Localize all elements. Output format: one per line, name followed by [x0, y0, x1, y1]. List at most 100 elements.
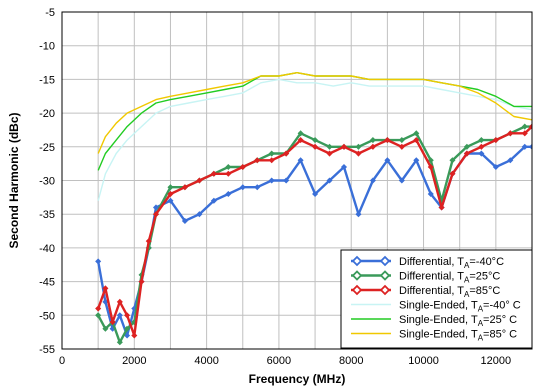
series-line — [97, 125, 533, 337]
y-tick-label: -15 — [39, 74, 55, 86]
data-point — [152, 204, 160, 211]
data-point — [225, 163, 232, 171]
y-tick-label: -55 — [39, 344, 55, 356]
legend-marker — [379, 270, 391, 281]
data-point — [492, 163, 499, 171]
data-point — [312, 190, 319, 198]
data-point — [254, 157, 261, 164]
data-point — [478, 137, 485, 144]
y-tick-label: -35 — [39, 209, 55, 221]
legend-label: Single-Ended, TA=-40° C — [399, 300, 521, 314]
legend-box — [340, 249, 533, 349]
data-point — [145, 238, 152, 245]
legend-marker — [379, 255, 391, 267]
data-point — [398, 137, 405, 144]
data-point — [355, 143, 362, 150]
data-point — [95, 305, 102, 312]
data-point — [116, 312, 123, 319]
data-point — [131, 332, 138, 339]
x-tick-label: 12000 — [481, 355, 512, 367]
data-point — [138, 278, 145, 285]
data-point — [384, 157, 391, 164]
data-point — [369, 137, 376, 144]
data-point — [268, 177, 275, 184]
data-point — [355, 150, 362, 157]
data-point — [297, 137, 304, 144]
data-point — [124, 325, 131, 332]
x-tick-label: 10000 — [408, 355, 439, 367]
data-point — [521, 130, 528, 137]
data-point — [369, 143, 376, 150]
data-point — [384, 137, 391, 144]
data-point — [283, 150, 290, 157]
data-point — [507, 130, 514, 137]
data-point — [167, 190, 174, 198]
data-point — [521, 143, 528, 150]
x-tick-label: 2000 — [122, 355, 146, 367]
data-point — [297, 157, 304, 164]
y-tick-label: -25 — [39, 142, 55, 154]
series-line — [97, 71, 533, 154]
data-point — [413, 137, 420, 144]
data-point — [283, 177, 290, 184]
data-point — [340, 143, 348, 150]
legend-label: Differential, TA=25°C — [399, 271, 500, 285]
y-axis-title: Second Harmonic (dBc) — [7, 112, 21, 248]
data-point — [124, 332, 131, 339]
data-point — [449, 157, 456, 164]
x-axis-title: Frequency (MHz) — [249, 372, 346, 386]
data-point — [181, 217, 188, 224]
data-point — [210, 170, 217, 177]
plot-border — [61, 11, 533, 350]
data-point — [463, 150, 470, 157]
x-tick-label: 4000 — [194, 355, 218, 367]
y-tick-label: -40 — [39, 243, 55, 255]
data-point — [326, 143, 333, 150]
data-point — [210, 197, 217, 204]
data-point — [102, 325, 109, 332]
data-point — [95, 258, 102, 265]
data-point — [312, 137, 319, 144]
data-point — [427, 163, 434, 171]
data-point — [152, 211, 160, 218]
x-tick-label: 0 — [59, 355, 65, 367]
legend-marker — [351, 284, 363, 296]
data-point — [355, 211, 362, 218]
data-point — [254, 184, 261, 191]
data-point — [478, 143, 485, 150]
data-point — [196, 177, 203, 184]
data-point — [413, 157, 420, 164]
x-tick-label: 6000 — [267, 355, 291, 367]
data-point — [239, 184, 246, 191]
legend-label: Differential, TA=-40°C — [399, 256, 504, 270]
y-tick-label: -10 — [39, 41, 55, 53]
data-point — [225, 190, 232, 198]
data-point — [225, 170, 232, 177]
y-tick-label: -5 — [45, 7, 55, 19]
data-point — [196, 211, 203, 218]
y-tick-label: -20 — [39, 108, 55, 120]
data-point — [181, 184, 188, 191]
data-point — [124, 312, 131, 319]
data-point — [427, 190, 434, 198]
legend-label: Single-Ended, TA=25° C — [399, 314, 517, 328]
data-point — [507, 157, 514, 164]
data-point — [167, 197, 174, 204]
data-point — [268, 150, 275, 157]
data-point — [268, 157, 275, 164]
series-line — [97, 78, 533, 201]
data-point — [239, 163, 246, 171]
x-tick-label: 8000 — [339, 355, 363, 367]
data-point — [326, 150, 333, 157]
y-tick-label: -30 — [39, 176, 55, 188]
legend-marker — [379, 284, 391, 296]
legend-marker — [351, 270, 363, 281]
data-point — [102, 285, 109, 292]
data-point — [478, 150, 485, 157]
data-point — [398, 143, 405, 150]
data-point — [116, 339, 123, 346]
legend-label: Differential, TA=85°C — [399, 285, 500, 299]
series-group — [95, 71, 533, 346]
data-point — [369, 177, 376, 184]
